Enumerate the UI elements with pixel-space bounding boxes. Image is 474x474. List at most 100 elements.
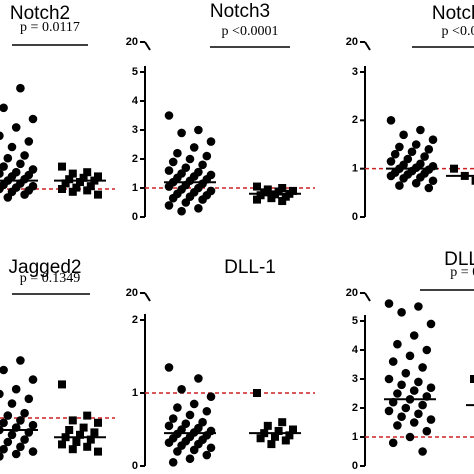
point (24, 394, 34, 404)
point (399, 130, 408, 140)
point (281, 436, 290, 445)
point (393, 421, 402, 430)
point (68, 416, 77, 425)
point (164, 438, 174, 447)
point (395, 181, 404, 190)
point (253, 389, 261, 397)
point (418, 447, 427, 456)
point (3, 153, 13, 163)
point (0, 184, 4, 194)
point (28, 420, 38, 430)
axis-break (364, 292, 371, 302)
y-tick-label: 1 (352, 431, 358, 443)
point (253, 182, 261, 191)
point (68, 187, 77, 196)
point (164, 111, 174, 120)
point (407, 147, 417, 157)
point (20, 435, 29, 444)
point (0, 169, 4, 178)
y-tick-label: 5 (352, 315, 358, 327)
point (409, 386, 419, 395)
point (177, 206, 186, 216)
point (422, 345, 432, 355)
point (256, 434, 265, 443)
point (202, 151, 212, 161)
point (20, 408, 29, 418)
point (58, 162, 66, 171)
y-tick-label: 2 (132, 314, 138, 326)
point (3, 437, 13, 447)
point (420, 152, 429, 161)
point (94, 418, 102, 427)
point (20, 151, 29, 160)
point (65, 175, 74, 184)
point (384, 374, 394, 384)
point (198, 195, 207, 204)
y-tick-label: 0 (132, 211, 138, 223)
y-tick-label: 3 (132, 124, 138, 136)
point (401, 403, 411, 413)
point (384, 299, 394, 308)
point (194, 125, 203, 135)
point (164, 421, 174, 431)
panel-title: Jagged2 (9, 257, 82, 278)
point (68, 445, 77, 454)
point (409, 418, 419, 427)
panel-title: Notch3 (210, 1, 270, 22)
point (271, 432, 279, 441)
point (198, 160, 207, 170)
y-tick-label: 0 (132, 460, 138, 472)
point (58, 380, 66, 389)
point (426, 383, 436, 393)
point (168, 414, 178, 423)
point (202, 450, 212, 460)
point (168, 157, 178, 167)
point (68, 169, 77, 178)
point (0, 365, 8, 375)
p-value: p = 0.1349 (20, 271, 80, 286)
point (28, 375, 38, 384)
point (164, 201, 174, 210)
point (426, 319, 436, 329)
point (393, 339, 402, 349)
point (65, 426, 74, 434)
point (72, 438, 81, 446)
point (79, 423, 88, 432)
point (384, 406, 394, 416)
point (426, 415, 436, 424)
y-tick-label: 20 (346, 287, 358, 299)
point (189, 399, 199, 409)
point (76, 178, 84, 186)
point (206, 443, 216, 453)
point (61, 179, 70, 188)
point (388, 438, 398, 448)
point (76, 430, 84, 439)
point (471, 176, 474, 185)
point (181, 198, 191, 207)
point (390, 149, 400, 159)
point (399, 174, 408, 183)
point (414, 409, 423, 419)
y-tick-label: 2 (352, 114, 358, 126)
point (173, 148, 182, 158)
point (274, 426, 283, 435)
point (388, 357, 398, 366)
point (418, 363, 427, 372)
point (164, 166, 174, 175)
point (16, 356, 25, 365)
panel-title: Notch4 (432, 3, 474, 24)
y-tick-label: 20 (126, 287, 138, 299)
point (414, 377, 423, 387)
point (7, 430, 17, 440)
point (86, 435, 95, 444)
point (411, 178, 421, 188)
point (386, 171, 396, 181)
point (401, 368, 411, 378)
p-value: p <0.0001 (222, 24, 279, 39)
panel-title: DLL-1 (224, 257, 276, 278)
y-tick-label: 2 (352, 402, 358, 414)
point (189, 143, 199, 152)
point (206, 392, 216, 401)
point (86, 182, 95, 191)
